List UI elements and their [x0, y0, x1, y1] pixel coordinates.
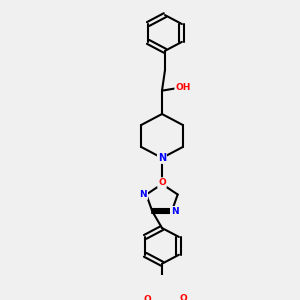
Text: OH: OH — [175, 83, 191, 92]
Text: N: N — [140, 190, 147, 199]
Text: N: N — [158, 153, 166, 163]
Text: N: N — [171, 207, 178, 216]
Text: O: O — [179, 294, 187, 300]
Text: O: O — [158, 178, 166, 187]
Text: O: O — [143, 295, 151, 300]
